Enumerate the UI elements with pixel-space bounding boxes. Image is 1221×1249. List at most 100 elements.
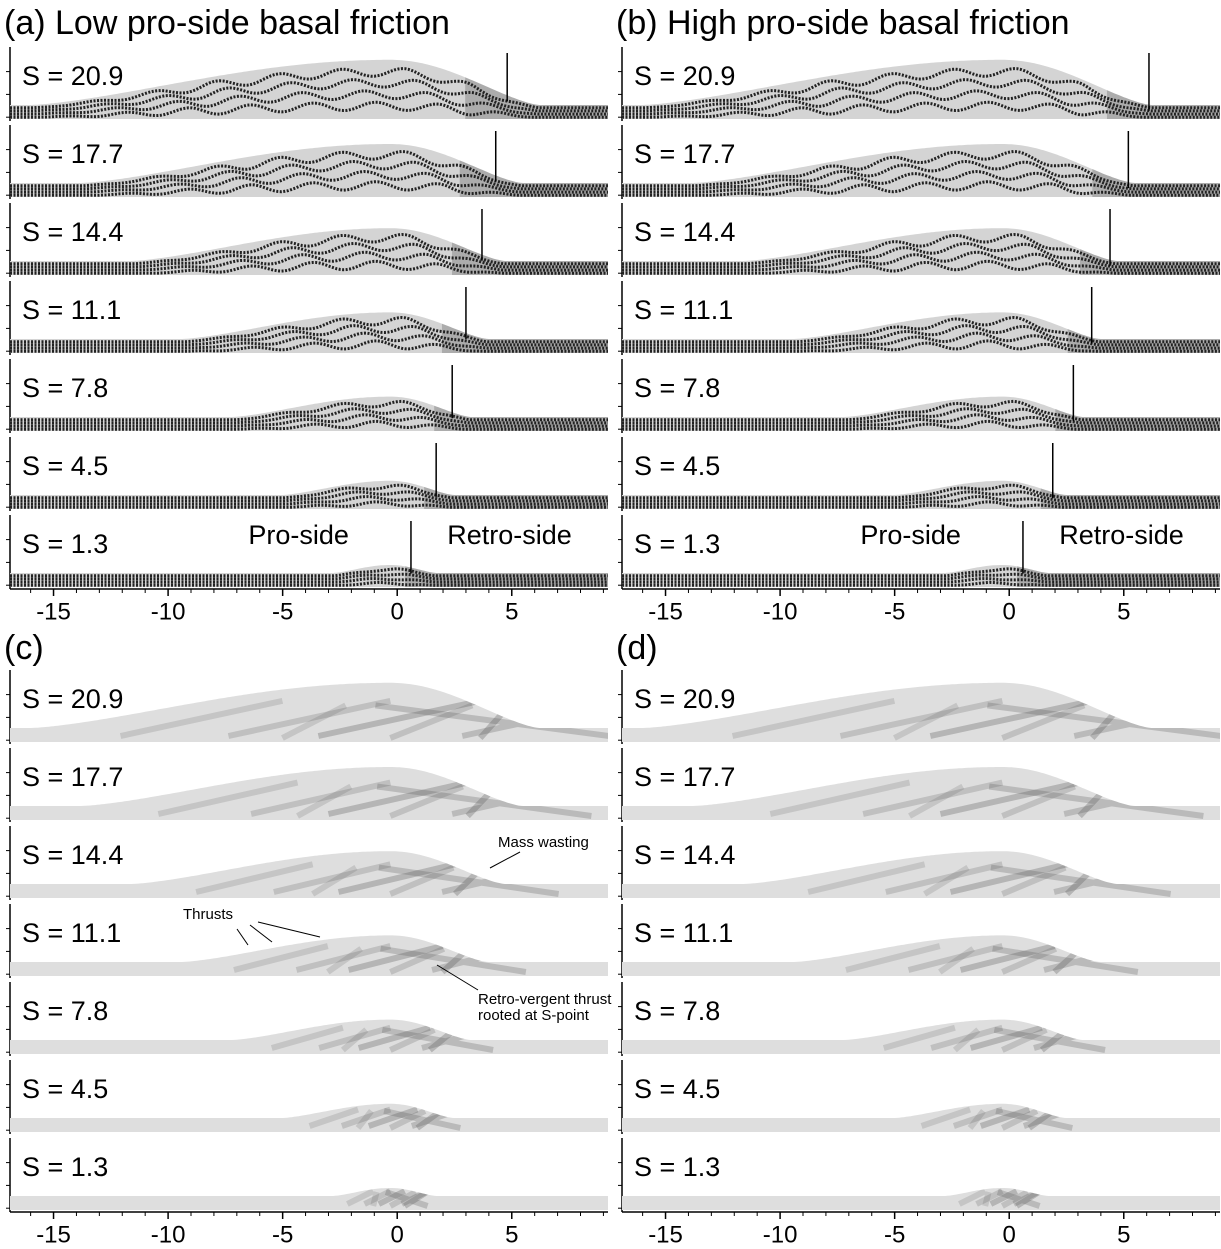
x-tick-label: 0: [1003, 1221, 1016, 1248]
layer-stripe: [622, 339, 1220, 353]
wedge: [622, 1188, 1220, 1210]
wedge: [10, 59, 608, 119]
wedge: [10, 935, 608, 976]
wedge-detail: [308, 1106, 462, 1131]
strip-label: S = 4.5: [22, 451, 108, 481]
wedge: [622, 59, 1220, 119]
x-tick-label: -10: [151, 598, 186, 625]
side-label: Retro-side: [447, 520, 572, 550]
layer-stripe: [622, 407, 1220, 425]
strip-label: S = 14.4: [634, 840, 735, 870]
shear-band: [233, 943, 363, 975]
layer-stripe: [622, 315, 1220, 344]
strip: S = 11.1: [6, 904, 608, 978]
layer-stripe: [622, 567, 1220, 578]
strip: S = 1.3: [618, 1138, 1220, 1212]
annotation: rooted at S-point: [478, 1007, 590, 1024]
shear-band: [882, 1024, 981, 1053]
wedge: [622, 851, 1220, 898]
shear-band: [958, 1188, 992, 1207]
x-tick-label: -15: [648, 1221, 683, 1248]
layer-stripe: [10, 149, 608, 188]
x-tick-label: 0: [391, 598, 404, 625]
layer-stripe: [10, 500, 608, 509]
strip-label: S = 14.4: [22, 217, 123, 247]
x-tick-label: -15: [36, 598, 71, 625]
shear-band: [920, 1106, 986, 1130]
layer-stripe: [10, 407, 608, 425]
strip: S = 17.7: [618, 748, 1220, 822]
side-label: Pro-side: [860, 520, 961, 550]
shear-band: [250, 779, 464, 819]
layer-stripe: [10, 490, 608, 503]
panel-title: (b) High pro-side basal friction: [616, 4, 1070, 42]
layer-stripe: [10, 495, 608, 506]
shear-band: [363, 1188, 417, 1209]
shear-band: [270, 1024, 369, 1053]
wedge: [10, 682, 608, 742]
layer-stripe: [10, 180, 608, 197]
layer-stripe: [10, 331, 608, 350]
shear-band: [308, 1106, 374, 1130]
strip-label: S = 20.9: [634, 684, 735, 714]
wedge-detail: [346, 1188, 429, 1209]
layer-stripe: [10, 250, 608, 272]
layer-stripe: [622, 149, 1220, 188]
shear-band: [907, 943, 1058, 975]
strip: S = 14.4: [618, 826, 1220, 900]
layer-stripe: [622, 324, 1220, 347]
annotation: Mass wasting: [498, 834, 589, 851]
strip-label: S = 17.7: [634, 139, 735, 169]
strip: S = 20.9: [6, 670, 608, 744]
layer-stripe: [10, 572, 608, 581]
wedge-detail: [270, 1024, 494, 1053]
layer-stripe: [622, 500, 1220, 509]
strip-label: S = 7.8: [634, 373, 720, 403]
layer-stripe: [10, 259, 608, 275]
strip: S = 14.4: [6, 203, 608, 277]
layer-stripe: [10, 339, 608, 353]
strip-label: S = 20.9: [634, 61, 735, 91]
strip-label: S = 1.3: [634, 1152, 720, 1182]
wedge: [622, 1103, 1220, 1132]
x-tick-label: -5: [884, 598, 905, 625]
strip-label: S = 11.1: [22, 918, 121, 948]
layer-stripe: [10, 567, 608, 578]
x-tick-label: 0: [1003, 598, 1016, 625]
layer-stripe: [622, 399, 1220, 422]
leader: [249, 924, 273, 943]
shear-band: [885, 861, 1067, 897]
strip: S = 7.8: [6, 982, 608, 1056]
side-label: Pro-side: [248, 520, 349, 550]
strip: S = 7.8: [618, 982, 1220, 1056]
layer-stripe: [10, 399, 608, 422]
layer-stripe: [622, 241, 1220, 269]
layer-stripe: [622, 180, 1220, 197]
annotation: Thrusts: [183, 906, 233, 923]
strip: S = 17.7: [618, 125, 1220, 199]
shear-band: [377, 1188, 429, 1209]
layer-stripe: [622, 413, 1220, 428]
shear-band: [273, 861, 455, 897]
layer-stripe: [10, 232, 608, 266]
x-tick-label: -15: [648, 598, 683, 625]
strip-label: S = 1.3: [22, 529, 108, 559]
strip: S = 11.1: [6, 281, 608, 355]
shear-band: [930, 1024, 1048, 1053]
strip: S = 1.3: [6, 1138, 608, 1212]
strip-label: S = 1.3: [634, 529, 720, 559]
layer-stripe: [622, 577, 1220, 584]
layer-stripe: [622, 159, 1220, 191]
strip-label: S = 17.7: [22, 762, 123, 792]
leader: [436, 964, 479, 991]
strip-label: S = 4.5: [22, 1074, 108, 1104]
x-tick-label: -15: [36, 1221, 71, 1248]
layer-stripe: [622, 250, 1220, 272]
strip-label: S = 1.3: [22, 1152, 108, 1182]
x-tick-label: -10: [151, 1221, 186, 1248]
layer-stripe: [10, 483, 608, 500]
wedge: [10, 851, 608, 898]
strip-label: S = 11.1: [22, 295, 121, 325]
wedge: [10, 1103, 608, 1132]
